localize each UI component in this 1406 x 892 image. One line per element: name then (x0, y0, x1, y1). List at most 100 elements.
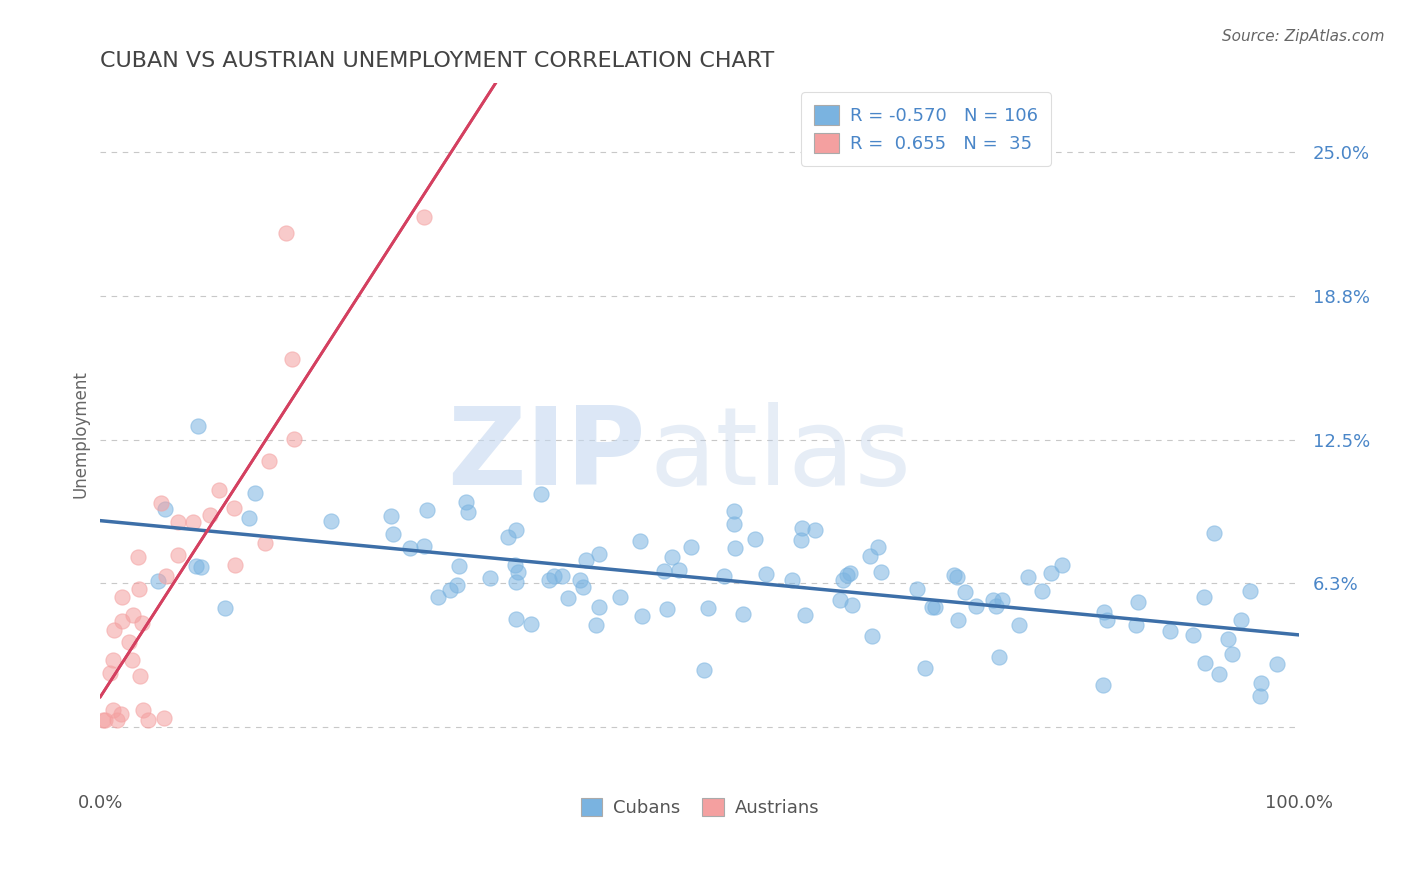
Cubans (1208, 666, 1230, 681)
Cubans (446, 578, 468, 592)
Austrians (122, 607, 145, 622)
Austrians (103, 703, 125, 717)
Austrians (183, 515, 205, 529)
Cubans (870, 565, 893, 579)
Austrians (91, 713, 114, 727)
Cubans (652, 564, 675, 578)
Cubans (1128, 595, 1150, 609)
Austrians (105, 713, 128, 727)
Text: ZIP: ZIP (447, 402, 645, 508)
Cubans (1194, 657, 1216, 671)
Cubans (496, 530, 519, 544)
Cubans (723, 504, 745, 518)
Cubans (1091, 678, 1114, 692)
Cubans (744, 532, 766, 546)
Austrians (200, 508, 222, 523)
Y-axis label: Unemployment: Unemployment (72, 370, 89, 498)
Cubans (804, 523, 827, 537)
Cubans (456, 495, 478, 509)
Austrians (150, 496, 173, 510)
Cubans (505, 523, 527, 537)
Cubans (427, 590, 450, 604)
Cubans (413, 539, 436, 553)
Cubans (557, 591, 579, 606)
Cubans (946, 613, 969, 627)
Cubans (780, 573, 803, 587)
Cubans (1159, 624, 1181, 639)
Cubans (831, 573, 853, 587)
Cubans (1229, 613, 1251, 627)
Austrians (283, 432, 305, 446)
Cubans (1249, 689, 1271, 703)
Cubans (1017, 569, 1039, 583)
Austrians (257, 454, 280, 468)
Cubans (1220, 648, 1243, 662)
Cubans (988, 650, 1011, 665)
Austrians (167, 515, 190, 529)
Austrians (94, 713, 117, 727)
Cubans (520, 617, 543, 632)
Cubans (692, 663, 714, 677)
Cubans (679, 540, 702, 554)
Cubans (661, 549, 683, 564)
Cubans (1008, 617, 1031, 632)
Austrians (254, 536, 277, 550)
Cubans (380, 508, 402, 523)
Cubans (187, 419, 209, 434)
Cubans (538, 573, 561, 587)
Cubans (790, 521, 813, 535)
Cubans (153, 502, 176, 516)
Cubans (551, 569, 574, 583)
Cubans (628, 533, 651, 548)
Cubans (457, 505, 479, 519)
Austrians (101, 653, 124, 667)
Cubans (1050, 558, 1073, 572)
Cubans (866, 540, 889, 554)
Austrians (208, 483, 231, 497)
Cubans (186, 559, 208, 574)
Cubans (1216, 632, 1239, 646)
Cubans (449, 558, 471, 573)
Austrians (127, 550, 149, 565)
Cubans (905, 582, 928, 597)
Austrians (128, 582, 150, 597)
Austrians (129, 669, 152, 683)
Cubans (530, 487, 553, 501)
Cubans (569, 573, 592, 587)
Cubans (478, 571, 501, 585)
Cubans (921, 599, 943, 614)
Cubans (146, 574, 169, 588)
Cubans (505, 612, 527, 626)
Cubans (790, 533, 813, 547)
Cubans (382, 527, 405, 541)
Austrians (413, 210, 436, 224)
Cubans (914, 661, 936, 675)
Cubans (319, 514, 342, 528)
Text: Source: ZipAtlas.com: Source: ZipAtlas.com (1222, 29, 1385, 44)
Cubans (588, 548, 610, 562)
Austrians (138, 713, 160, 727)
Austrians (110, 706, 132, 721)
Cubans (1265, 657, 1288, 671)
Cubans (1239, 584, 1261, 599)
Cubans (755, 566, 778, 581)
Text: atlas: atlas (650, 402, 911, 508)
Cubans (860, 629, 883, 643)
Cubans (793, 607, 815, 622)
Austrians (222, 501, 245, 516)
Cubans (1202, 526, 1225, 541)
Austrians (103, 623, 125, 637)
Cubans (668, 563, 690, 577)
Cubans (1182, 628, 1205, 642)
Cubans (243, 486, 266, 500)
Cubans (439, 583, 461, 598)
Cubans (398, 541, 420, 555)
Austrians (276, 226, 298, 240)
Cubans (575, 553, 598, 567)
Austrians (121, 653, 143, 667)
Cubans (238, 511, 260, 525)
Cubans (859, 549, 882, 564)
Austrians (111, 614, 134, 628)
Austrians (155, 569, 177, 583)
Cubans (946, 570, 969, 584)
